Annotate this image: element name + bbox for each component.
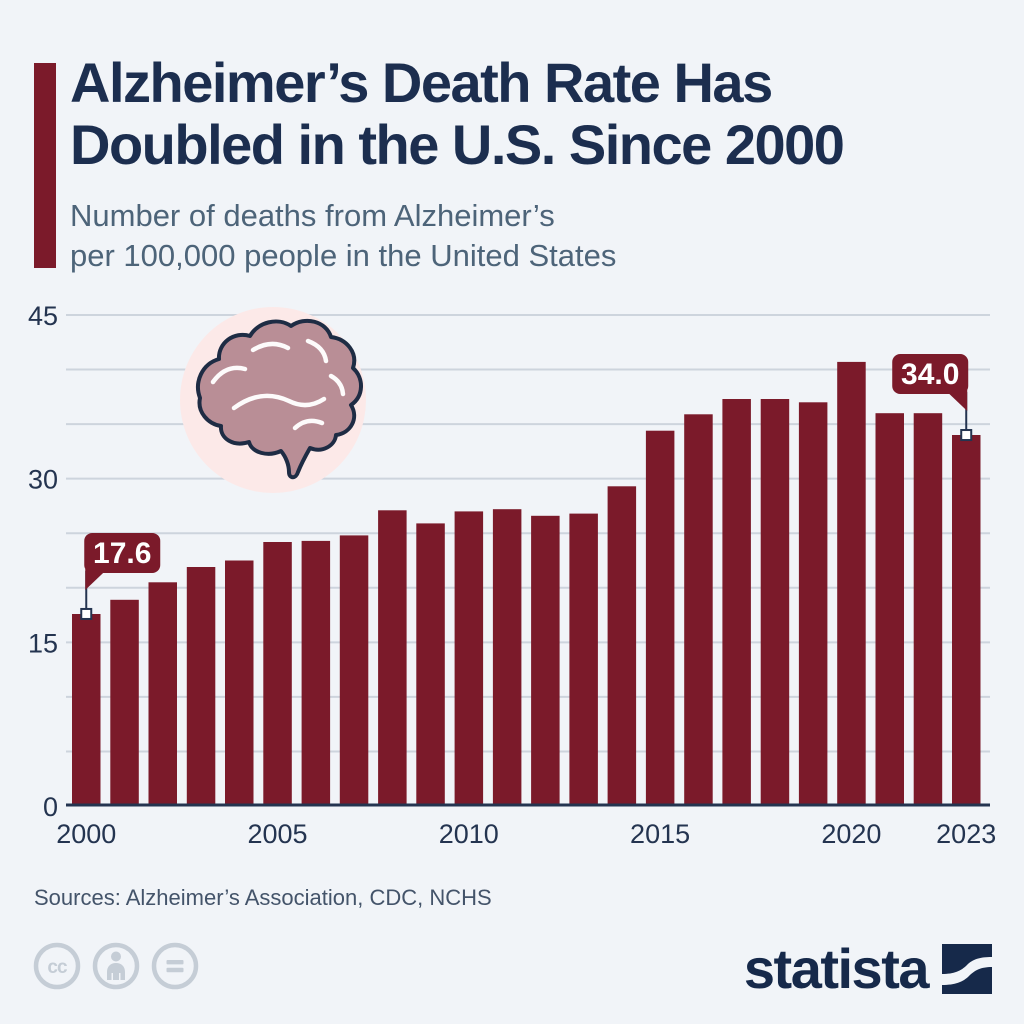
y-tick-label-15: 15 [28,628,58,658]
bar-2004 [225,560,254,806]
statista-wordmark: statista [743,937,930,1000]
bar-2003 [186,567,216,806]
bar-2011 [492,509,522,806]
x-axis-tick-labels: 2000 2005 2010 2015 2020 2023 [56,819,996,849]
bar-2007 [339,535,369,806]
brain-sulci-lines [210,338,346,431]
chart-subtitle: Number of deaths from Alzheimer’s per 10… [70,196,616,276]
x-tick-label-2023: 2023 [936,819,996,849]
x-tick-label-2010: 2010 [439,819,499,849]
statista-logo: statista [744,936,992,1001]
y-axis-tick-labels: 0 15 30 45 [28,301,58,822]
bars-group [72,361,981,806]
callout-tail-2023 [946,390,968,412]
sources-note: Sources: Alzheimer’s Association, CDC, N… [34,885,492,910]
cc-attribution-person-icon [92,942,140,990]
x-tick-label-2020: 2020 [821,819,881,849]
bar-2008 [378,510,407,806]
brain-icon [180,307,366,493]
page-title: Alzheimer’s Death Rate Has Doubled in th… [70,51,845,176]
bar-2023 [952,435,981,806]
bar-2001 [110,599,139,806]
license-icons: cc [33,942,199,990]
bar-2010 [454,511,484,806]
callout-badge-2023 [892,354,969,395]
callout-marker-2023 [960,429,973,442]
y-tick-label-45: 45 [28,301,58,331]
bar-2018 [760,399,790,806]
subtitle-line-2: per 100,000 people in the United States [70,238,617,273]
x-tick-label-2005: 2005 [247,819,307,849]
svg-text:cc: cc [47,957,68,978]
x-tick-label-2015: 2015 [630,819,690,849]
title-line-2: Doubled in the U.S. Since 2000 [70,113,845,176]
statista-logo-mark [942,943,992,994]
cc-no-derivatives-icon [151,942,199,990]
callout-tail-2000 [85,568,107,590]
bar-2021 [875,413,904,806]
cc-icon: cc [33,942,81,990]
y-tick-label-30: 30 [28,465,58,495]
bar-2015 [645,430,675,806]
callout-marker-2000 [80,607,93,620]
bar-2005 [263,542,292,806]
bar-2000 [72,614,101,806]
bar-2002 [148,582,177,806]
x-tick-label-2000: 2000 [56,819,116,849]
subtitle-line-1: Number of deaths from Alzheimer’s [70,198,555,233]
gridlines [66,314,990,753]
callout-badge-2000 [84,532,161,573]
bar-2012 [531,515,560,806]
title-accent-bar [34,63,56,268]
bar-2016 [684,414,713,806]
bar-2017 [722,399,751,806]
bar-2022 [913,413,943,806]
bar-2020 [837,361,866,806]
bar-2019 [798,402,828,806]
callout-label-2000: 17.6 [93,537,151,570]
y-tick-label-0: 0 [43,792,58,822]
bar-2013 [569,513,598,806]
bar-2006 [301,540,331,806]
title-line-1: Alzheimer’s Death Rate Has [70,51,773,114]
callout-label-2023: 34.0 [901,358,959,391]
bar-2009 [416,523,445,806]
bar-2014 [607,486,637,806]
value-callouts: 17.6 34.0 [80,354,973,620]
